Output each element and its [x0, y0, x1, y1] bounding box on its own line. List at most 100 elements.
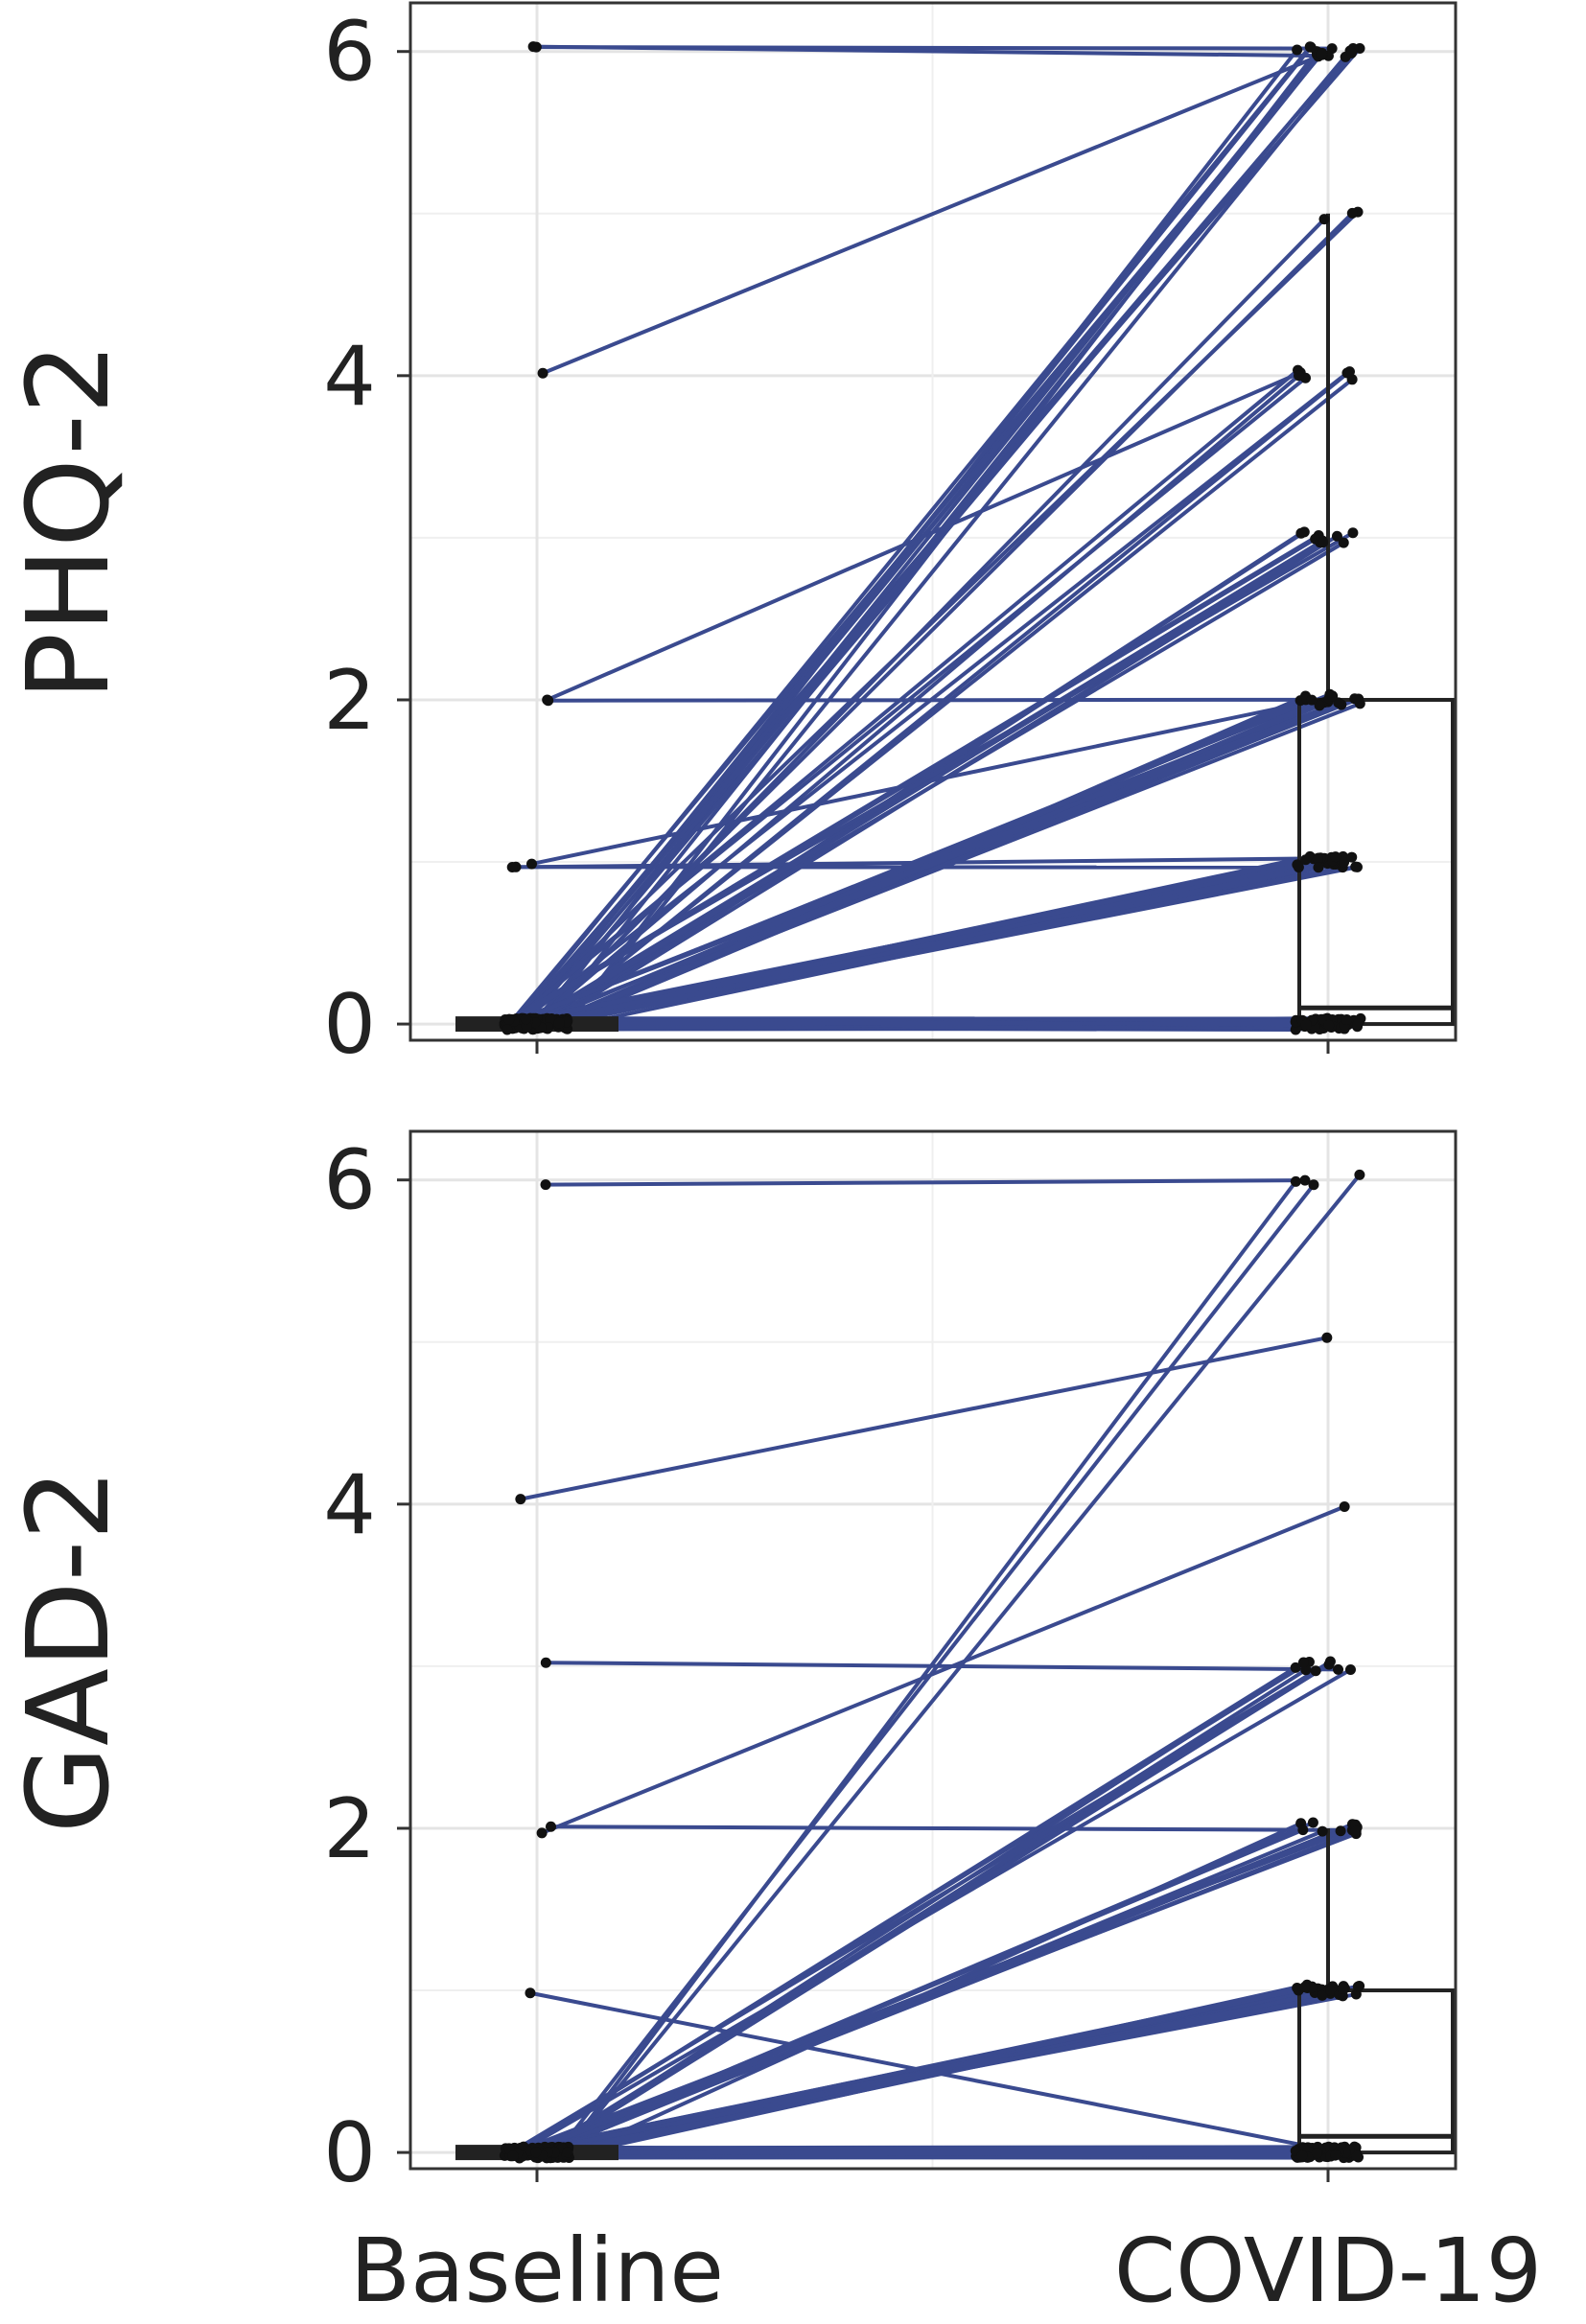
covid19-point [1311, 2148, 1322, 2159]
gad2-axes: 0 2 4 6 [323, 1133, 1330, 2201]
baseline-point [506, 861, 518, 872]
paired-line [537, 540, 1324, 1022]
covid19-point [1314, 700, 1325, 711]
covid19-point [1354, 1169, 1365, 1180]
covid19-point [1350, 1825, 1362, 1837]
phq2-paired-lines [503, 44, 1362, 1033]
baseline-point [520, 1013, 531, 1025]
covid19-point [1290, 1662, 1301, 1673]
phq2-points [499, 41, 1366, 1035]
paired-line [549, 1992, 1341, 2150]
covid19-point [1306, 694, 1318, 706]
paired-line [534, 857, 1307, 1026]
covid19-point [1297, 1824, 1309, 1836]
phq2-panel: 0 2 4 6 PHQ-2 [2, 1, 1458, 1073]
paired-line [542, 53, 1323, 376]
covid19-point [1292, 859, 1303, 871]
gad2-panel: 0 2 4 6 GAD-2 [2, 1129, 1458, 2201]
baseline-point [525, 1987, 536, 1999]
covid19-point [1297, 1657, 1309, 1668]
baseline-point [526, 858, 538, 870]
covid19-point [1338, 537, 1349, 548]
covid19-point [1344, 1664, 1356, 1676]
gad2-paired-lines [504, 1174, 1362, 2160]
paired-line [515, 537, 1317, 1021]
paired-line [520, 56, 1347, 1030]
paired-line [556, 854, 1337, 1027]
paired-line [559, 1020, 1358, 1027]
paired-line [511, 371, 1349, 1031]
paired-line [548, 697, 1306, 703]
covid19-point [1310, 1665, 1321, 1677]
gad2-panel-border [408, 1129, 1458, 2171]
y-tick-label: 0 [323, 2105, 376, 2201]
gad2-points [499, 1169, 1365, 2164]
baseline-point [543, 695, 554, 707]
covid19-point [1318, 537, 1329, 548]
x-tick-label-covid19: COVID-19 [1114, 2219, 1542, 2322]
boxplot-box [1297, 1988, 1455, 2155]
covid19-point [1323, 1019, 1335, 1031]
covid19-point [1346, 851, 1358, 863]
baseline-point [545, 1821, 556, 1832]
covid19-point [1300, 854, 1312, 866]
covid19-point [1341, 1013, 1353, 1025]
baseline-point [515, 1494, 526, 1505]
paired-line [546, 1661, 1339, 1672]
paired-line [539, 48, 1299, 1024]
covid19-point [1313, 862, 1324, 873]
covid19-point [1351, 2150, 1363, 2161]
paired-line [533, 44, 1329, 58]
paired-line [546, 1178, 1305, 1187]
paired-line [538, 370, 1351, 1030]
baseline-point [536, 1827, 548, 1839]
baseline-point [540, 1179, 551, 1191]
baseline-point [527, 41, 539, 53]
baseline-point [537, 367, 548, 379]
covid19-point [1349, 693, 1361, 705]
y-tick-label: 2 [323, 653, 376, 749]
phq2-axes: 0 2 4 6 [323, 5, 1330, 1073]
covid19-point [1343, 366, 1355, 378]
covid19-point [1346, 47, 1358, 58]
covid19-point [1321, 1332, 1333, 1343]
covid19-point [1317, 1825, 1328, 1837]
covid19-point [1331, 530, 1342, 542]
paired-line [539, 1662, 1331, 2157]
paired-line [535, 374, 1300, 1023]
paired-line [566, 1174, 1362, 2151]
paired-line [535, 698, 1313, 1025]
covid19-point [1346, 207, 1358, 219]
covid19-point [1347, 527, 1359, 539]
y-tick-label: 0 [323, 977, 376, 1073]
covid19-point [1296, 2150, 1308, 2161]
covid19-point [1318, 214, 1330, 225]
covid19-point [1337, 1983, 1348, 1994]
covid19-point [1327, 690, 1339, 702]
y-tick-label: 4 [323, 329, 376, 425]
baseline-point [562, 2147, 573, 2158]
covid19-point [1295, 527, 1307, 539]
y-tick-label: 4 [323, 1457, 376, 1553]
gad2-y-axis-label: GAD-2 [2, 1469, 134, 1834]
phq2-y-axis-label: PHQ-2 [2, 342, 134, 701]
paired-line [520, 1336, 1328, 1501]
baseline-point [543, 1022, 554, 1034]
covid19-point [1292, 44, 1303, 56]
covid19-point [1330, 851, 1341, 863]
covid19-point [1307, 1817, 1318, 1828]
phq2-panel-border [408, 1, 1458, 1042]
y-tick-label: 6 [323, 5, 376, 101]
covid19-point [1350, 861, 1362, 872]
covid19-point [1330, 2150, 1341, 2161]
baseline-point [501, 1024, 513, 1035]
baseline-point [540, 1657, 551, 1668]
covid19-point [1308, 1179, 1319, 1191]
covid19-point [1305, 41, 1317, 53]
x-tick-label-baseline: Baseline [350, 2219, 724, 2322]
covid19-point [1352, 1018, 1364, 1030]
covid19-point [1290, 1175, 1301, 1187]
paired-line [522, 1661, 1305, 2150]
paired-line [541, 1504, 1345, 1835]
